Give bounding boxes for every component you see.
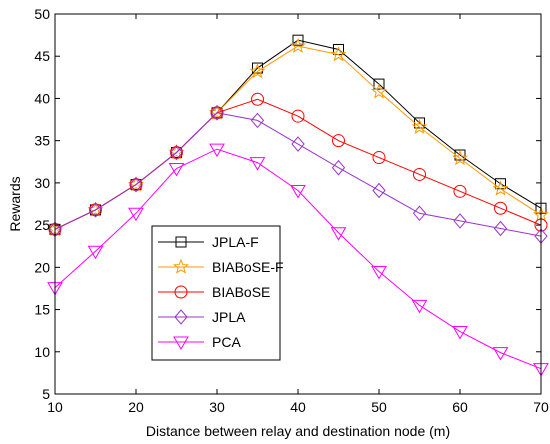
legend-marker: [174, 309, 188, 325]
y-tick-label: 20: [34, 259, 50, 275]
legend: JPLA-F BIABoSE-F BIABoSE JPLA PCA: [151, 225, 284, 361]
data-point-biabose: [494, 201, 507, 215]
data-point-pca: [492, 347, 509, 361]
y-tick-label: 10: [34, 344, 50, 360]
legend-marker: [175, 236, 187, 248]
data-point-jpla: [88, 202, 103, 218]
y-tick-label: 5: [42, 386, 50, 402]
data-point-biabose: [453, 184, 467, 198]
data-point-biabose-f: [168, 144, 185, 160]
data-point-jpla: [169, 144, 184, 161]
data-point-jpla: [412, 205, 427, 222]
data-point-biabose-f: [290, 37, 306, 53]
legend-label: JPLA-F: [212, 234, 259, 250]
data-point-biabose: [413, 167, 426, 181]
x-tick-label: 10: [47, 399, 63, 415]
data-point-biabose: [372, 151, 386, 165]
series-biabose-f: [47, 37, 549, 237]
legend-item-biabose-f: BIABoSE-F: [158, 258, 284, 275]
data-point-biabose: [251, 92, 264, 106]
x-tick-label: 60: [452, 399, 468, 415]
data-point-jpla: [250, 112, 265, 129]
series-pca: [47, 143, 549, 377]
y-tick-label: 50: [34, 6, 50, 22]
data-point-jpla-f: [292, 34, 304, 46]
y-tick-label: 15: [34, 302, 50, 318]
x-tick-label: 70: [533, 399, 549, 415]
data-point-jpla-f: [211, 107, 223, 119]
data-point-pca: [290, 184, 306, 199]
legend-label: BIABoSE-F: [212, 259, 284, 275]
data-point-jpla-f: [90, 204, 101, 216]
data-point-biabose-f: [411, 118, 428, 134]
data-point-pca: [452, 326, 468, 340]
data-point-pca: [411, 299, 428, 314]
y-tick-label: 45: [34, 48, 50, 64]
series-line-jpla: [54, 112, 542, 237]
plot-area: [55, 14, 541, 394]
data-point-jpla: [129, 176, 143, 193]
legend-marker: [173, 336, 189, 350]
data-point-jpla: [291, 136, 305, 152]
legend-item-jpla-f: JPLA-F: [158, 234, 259, 250]
data-point-jpla: [331, 159, 346, 176]
x-tick-label: 20: [128, 399, 144, 415]
data-point-pca: [128, 207, 144, 222]
data-point-biabose-f: [87, 201, 104, 217]
y-axis-label: Rewards: [7, 176, 23, 231]
x-axis-label: Distance between relay and destination n…: [146, 423, 450, 439]
y-tick-label: 35: [34, 133, 50, 149]
data-point-jpla: [372, 182, 386, 199]
data-point-biabose-f: [492, 180, 509, 196]
data-point-pca: [330, 227, 347, 241]
data-point-biabose-f: [128, 176, 144, 192]
data-point-jpla: [210, 105, 224, 121]
x-tick-label: 50: [371, 399, 387, 415]
data-point-pca: [371, 266, 387, 280]
data-point-jpla: [453, 213, 467, 229]
data-point-biabose-f: [249, 63, 266, 79]
data-point-biabose-f: [371, 83, 387, 99]
data-point-jpla: [493, 220, 508, 237]
legend-item-biabose: BIABoSE: [158, 284, 270, 300]
data-point-pca: [168, 163, 185, 177]
y-tick-label: 40: [34, 90, 50, 106]
legend-label: BIABoSE: [212, 284, 270, 300]
y-axis-ticks: 5 10 15 20 25 30 35 40 45 50: [34, 6, 541, 402]
data-point-jpla-f: [130, 179, 142, 191]
legend-label: PCA: [212, 334, 241, 350]
data-point-pca: [209, 143, 225, 158]
data-point-biabose: [332, 134, 345, 148]
legend-label: JPLA: [212, 309, 246, 325]
legend-item-pca: PCA: [158, 334, 241, 350]
legend-marker: [174, 285, 188, 299]
data-point-jpla-f: [373, 78, 385, 90]
x-tick-label: 30: [209, 399, 225, 415]
data-point-biabose-f: [209, 104, 225, 120]
x-tick-label: 40: [290, 399, 306, 415]
legend-box: [151, 225, 281, 361]
y-tick-label: 30: [34, 175, 50, 191]
data-point-biabose: [291, 109, 305, 123]
x-axis-ticks: 10 20 30 40 50 60 70: [47, 14, 549, 415]
series-layer: [47, 34, 549, 377]
legend-item-jpla: JPLA: [158, 309, 246, 325]
data-point-biabose-f: [452, 150, 468, 166]
data-point-jpla-f: [171, 146, 182, 158]
y-tick-label: 25: [34, 217, 50, 233]
legend-marker: [173, 258, 189, 274]
series-line-pca: [54, 148, 542, 370]
data-point-pca: [87, 245, 104, 260]
data-point-pca: [249, 157, 266, 171]
data-point-biabose-f: [330, 46, 347, 62]
